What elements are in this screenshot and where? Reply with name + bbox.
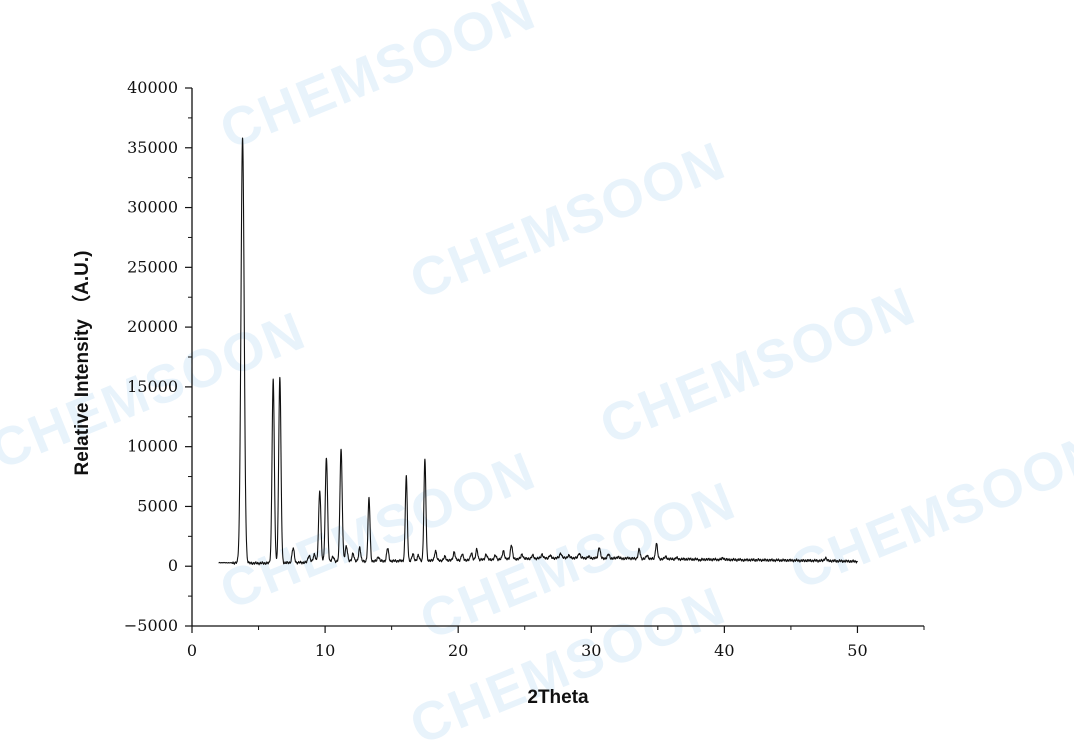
y-tick-label: 15000 [127,377,178,396]
y-tick-label: 30000 [127,198,178,217]
x-tick-label: 30 [581,641,601,660]
x-axis-title: 2Theta [527,687,589,708]
watermark-text: CHEMSOON [402,130,734,311]
y-tick-label: 0 [168,556,178,575]
x-tick-label: 40 [714,641,734,660]
y-tick-label: 40000 [127,78,178,97]
watermark-text: CHEMSOON [592,275,924,456]
y-tick-label: 25000 [127,257,178,276]
y-tick-label: 10000 [127,437,178,456]
y-tick-label: 5000 [137,496,178,515]
x-tick-label: 0 [187,641,197,660]
y-tick-label: −5000 [124,616,178,635]
series-line [218,137,858,566]
x-tick-label: 20 [448,641,468,660]
y-axis-title: Relative Intensity （A.U.) [70,251,93,476]
y-tick-label: 20000 [127,317,178,336]
series [218,137,858,566]
watermark-text: CHEMSOON [782,420,1074,601]
x-tick-label: 10 [315,641,335,660]
x-tick-label: 50 [847,641,867,660]
ticks: 0 10 20 30 40 50 −5000 0 5000 10000 15000 20000 2500… [124,78,925,660]
watermark-text: CHEMSOON [212,0,544,161]
y-tick-label: 35000 [127,138,178,157]
